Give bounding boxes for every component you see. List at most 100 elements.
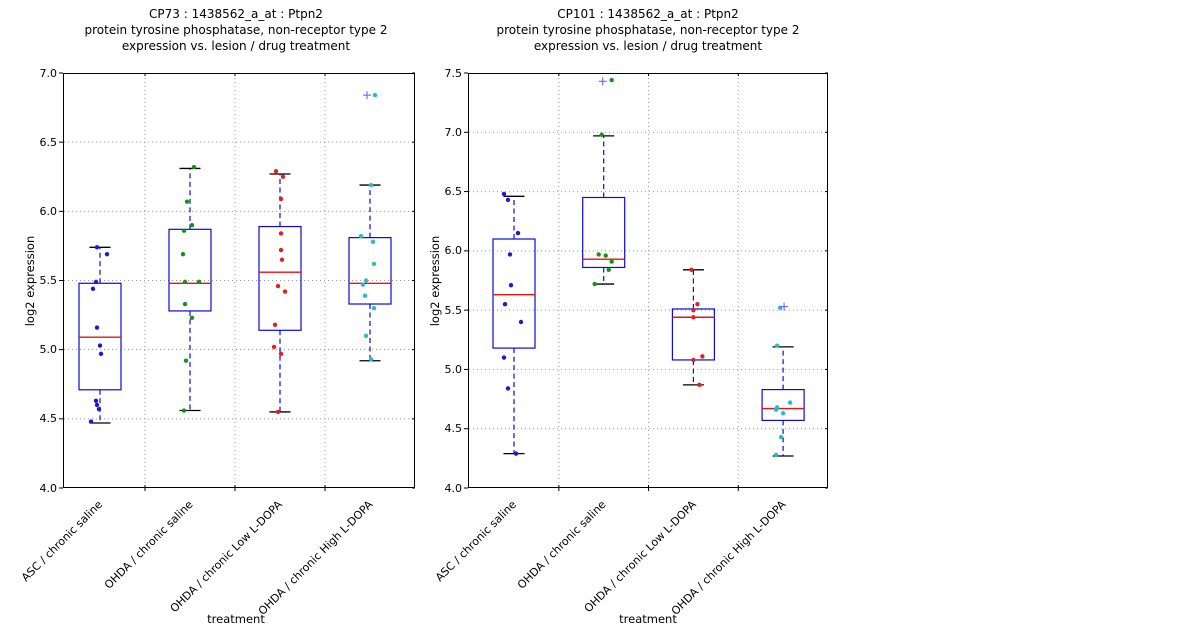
x-axis-label: treatment bbox=[207, 612, 265, 626]
box bbox=[348, 237, 392, 305]
chart-title-line: expression vs. lesion / drug treatment bbox=[533, 39, 763, 53]
box bbox=[258, 225, 302, 331]
data-point bbox=[184, 199, 190, 204]
data-point bbox=[371, 305, 377, 311]
data-point bbox=[508, 283, 514, 288]
data-point bbox=[773, 407, 779, 412]
data-point bbox=[518, 319, 524, 325]
data-point bbox=[505, 197, 511, 203]
data-point bbox=[691, 315, 696, 320]
data-point bbox=[180, 252, 186, 257]
data-point bbox=[596, 252, 601, 257]
data-point bbox=[787, 400, 793, 405]
box bbox=[582, 196, 626, 269]
y-tick-label: 5.0 bbox=[39, 343, 58, 357]
data-point bbox=[181, 228, 187, 233]
data-point bbox=[278, 231, 284, 236]
data-point bbox=[609, 77, 614, 83]
y-tick-label: 6.0 bbox=[39, 204, 58, 218]
data-point bbox=[275, 409, 281, 415]
data-point bbox=[513, 451, 519, 456]
y-tick-label: 6.5 bbox=[444, 185, 463, 199]
y-tick-label: 6.5 bbox=[39, 135, 58, 149]
data-point bbox=[689, 267, 694, 273]
data-point bbox=[97, 343, 103, 348]
data-point bbox=[182, 301, 188, 307]
data-point bbox=[502, 302, 508, 307]
data-point bbox=[370, 239, 376, 244]
y-tick-label: 4.5 bbox=[39, 412, 58, 426]
x-category-label: ASC / chronic saline bbox=[19, 498, 106, 585]
y-tick-label: 4.0 bbox=[39, 481, 58, 495]
data-point bbox=[275, 283, 281, 289]
data-point bbox=[505, 386, 511, 391]
y-tick-label: 6.0 bbox=[444, 244, 463, 258]
data-point bbox=[94, 245, 100, 250]
data-point bbox=[697, 382, 702, 388]
data-point bbox=[183, 358, 189, 363]
data-point bbox=[94, 325, 100, 330]
data-point bbox=[104, 252, 110, 257]
y-tick-label: 4.5 bbox=[444, 422, 463, 436]
data-point bbox=[98, 351, 104, 357]
y-tick-label: 5.0 bbox=[444, 362, 463, 376]
data-point bbox=[606, 267, 611, 273]
data-point bbox=[773, 452, 779, 457]
x-axis-label: treatment bbox=[619, 612, 677, 626]
plot-area bbox=[464, 72, 828, 491]
data-point bbox=[181, 408, 187, 413]
data-point bbox=[778, 434, 784, 440]
data-point bbox=[592, 281, 597, 287]
chart-title-line: CP73 : 1438562_a_at : Ptpn2 bbox=[149, 7, 323, 21]
data-point bbox=[358, 234, 364, 239]
y-tick-label: 7.0 bbox=[39, 66, 58, 80]
data-point bbox=[515, 230, 521, 236]
data-point bbox=[501, 355, 507, 360]
data-point bbox=[780, 411, 786, 416]
y-tick-label: 7.5 bbox=[444, 66, 463, 80]
x-category-label: OHDA / chronic saline bbox=[101, 498, 196, 592]
data-point bbox=[278, 247, 284, 253]
data-point bbox=[272, 322, 278, 327]
plot-area bbox=[59, 72, 415, 491]
data-point bbox=[278, 196, 284, 202]
data-point bbox=[603, 253, 608, 258]
data-point bbox=[774, 343, 780, 348]
y-tick-label: 5.5 bbox=[444, 303, 463, 317]
data-point bbox=[691, 357, 696, 363]
axes-frame bbox=[468, 73, 828, 488]
box bbox=[761, 388, 805, 422]
data-point bbox=[88, 419, 94, 424]
data-point bbox=[507, 252, 513, 257]
data-point bbox=[93, 279, 99, 285]
data-point bbox=[93, 398, 99, 404]
data-point bbox=[196, 279, 202, 285]
data-point bbox=[362, 293, 368, 298]
box bbox=[168, 228, 212, 312]
data-point bbox=[363, 278, 369, 283]
x-category-label: ASC / chronic saline bbox=[433, 498, 520, 585]
data-point bbox=[273, 169, 279, 174]
y-tick-label: 5.5 bbox=[39, 274, 58, 287]
data-point bbox=[368, 357, 374, 362]
data-point bbox=[363, 333, 369, 339]
data-point bbox=[609, 259, 614, 264]
data-point bbox=[368, 182, 374, 188]
y-tick-label: 7.0 bbox=[444, 125, 463, 139]
data-point bbox=[280, 174, 286, 179]
data-point bbox=[691, 307, 696, 313]
data-point bbox=[182, 279, 188, 285]
data-point bbox=[90, 286, 96, 291]
data-point bbox=[189, 315, 195, 321]
box bbox=[492, 238, 536, 349]
data-point bbox=[360, 282, 366, 287]
data-point bbox=[271, 344, 277, 350]
data-point bbox=[96, 406, 102, 412]
data-point bbox=[372, 92, 378, 98]
axes-frame bbox=[63, 73, 415, 488]
y-tick-label: 4.0 bbox=[444, 481, 463, 495]
data-point bbox=[189, 222, 195, 228]
data-point bbox=[695, 302, 700, 307]
chart-title-line: CP101 : 1438562_a_at : Ptpn2 bbox=[557, 7, 739, 21]
